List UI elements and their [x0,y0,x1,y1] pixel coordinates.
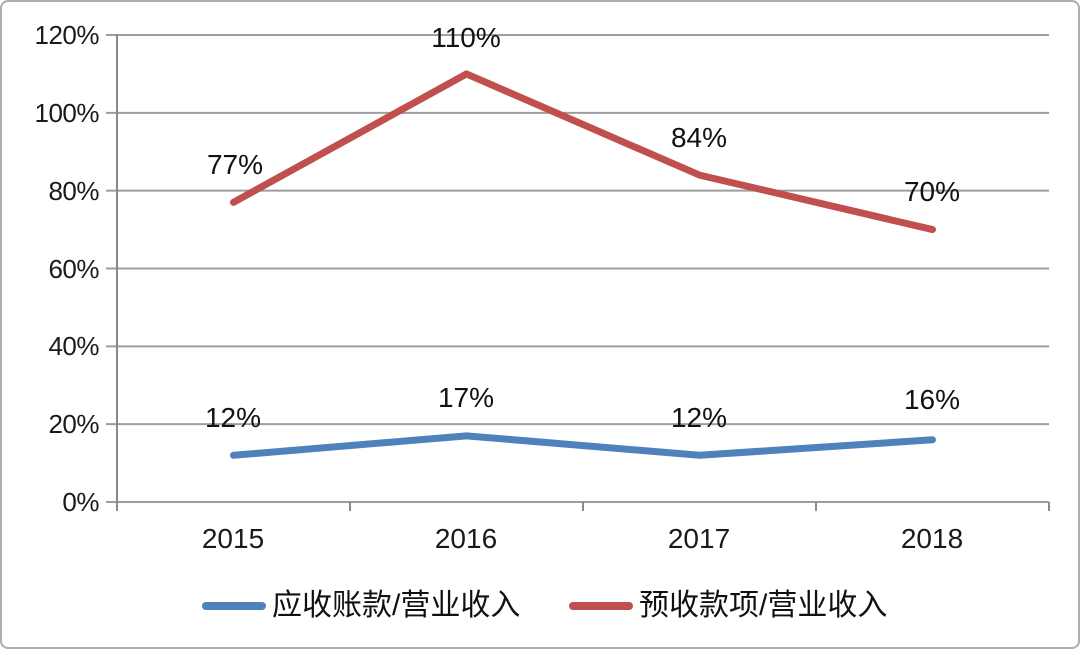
y-axis-tick-label: 100% [34,98,100,128]
x-axis-tick-label: 2018 [900,523,964,554]
legend-label: 预收款项/营业收入 [639,589,888,622]
data-label: 12% [670,402,728,433]
data-label: 16% [903,384,961,415]
data-label: 110% [431,22,501,53]
data-label: 70% [903,176,961,207]
x-axis-tick-label: 2016 [434,523,498,554]
data-label: 12% [204,402,262,433]
series-line-1 [230,70,936,234]
data-label: 77% [206,149,264,180]
legend-line-swatch-blue [202,602,266,610]
data-label: 17% [437,382,495,413]
series-line-0 [230,432,936,459]
y-axis-tick-label: 0% [62,487,99,517]
legend-label: 应收账款/营业收入 [272,589,521,622]
y-axis-tick-label: 20% [48,409,99,439]
y-axis-tick-label: 60% [48,254,99,284]
legend-line-swatch-red [569,602,633,610]
data-label: 84% [670,122,728,153]
y-axis-tick-label: 40% [48,331,99,361]
y-axis-tick-label: 120% [34,20,100,50]
x-axis-tick-label: 2015 [201,523,265,554]
y-axis-tick-label: 80% [48,176,99,206]
x-axis-tick-label: 2017 [667,523,731,554]
